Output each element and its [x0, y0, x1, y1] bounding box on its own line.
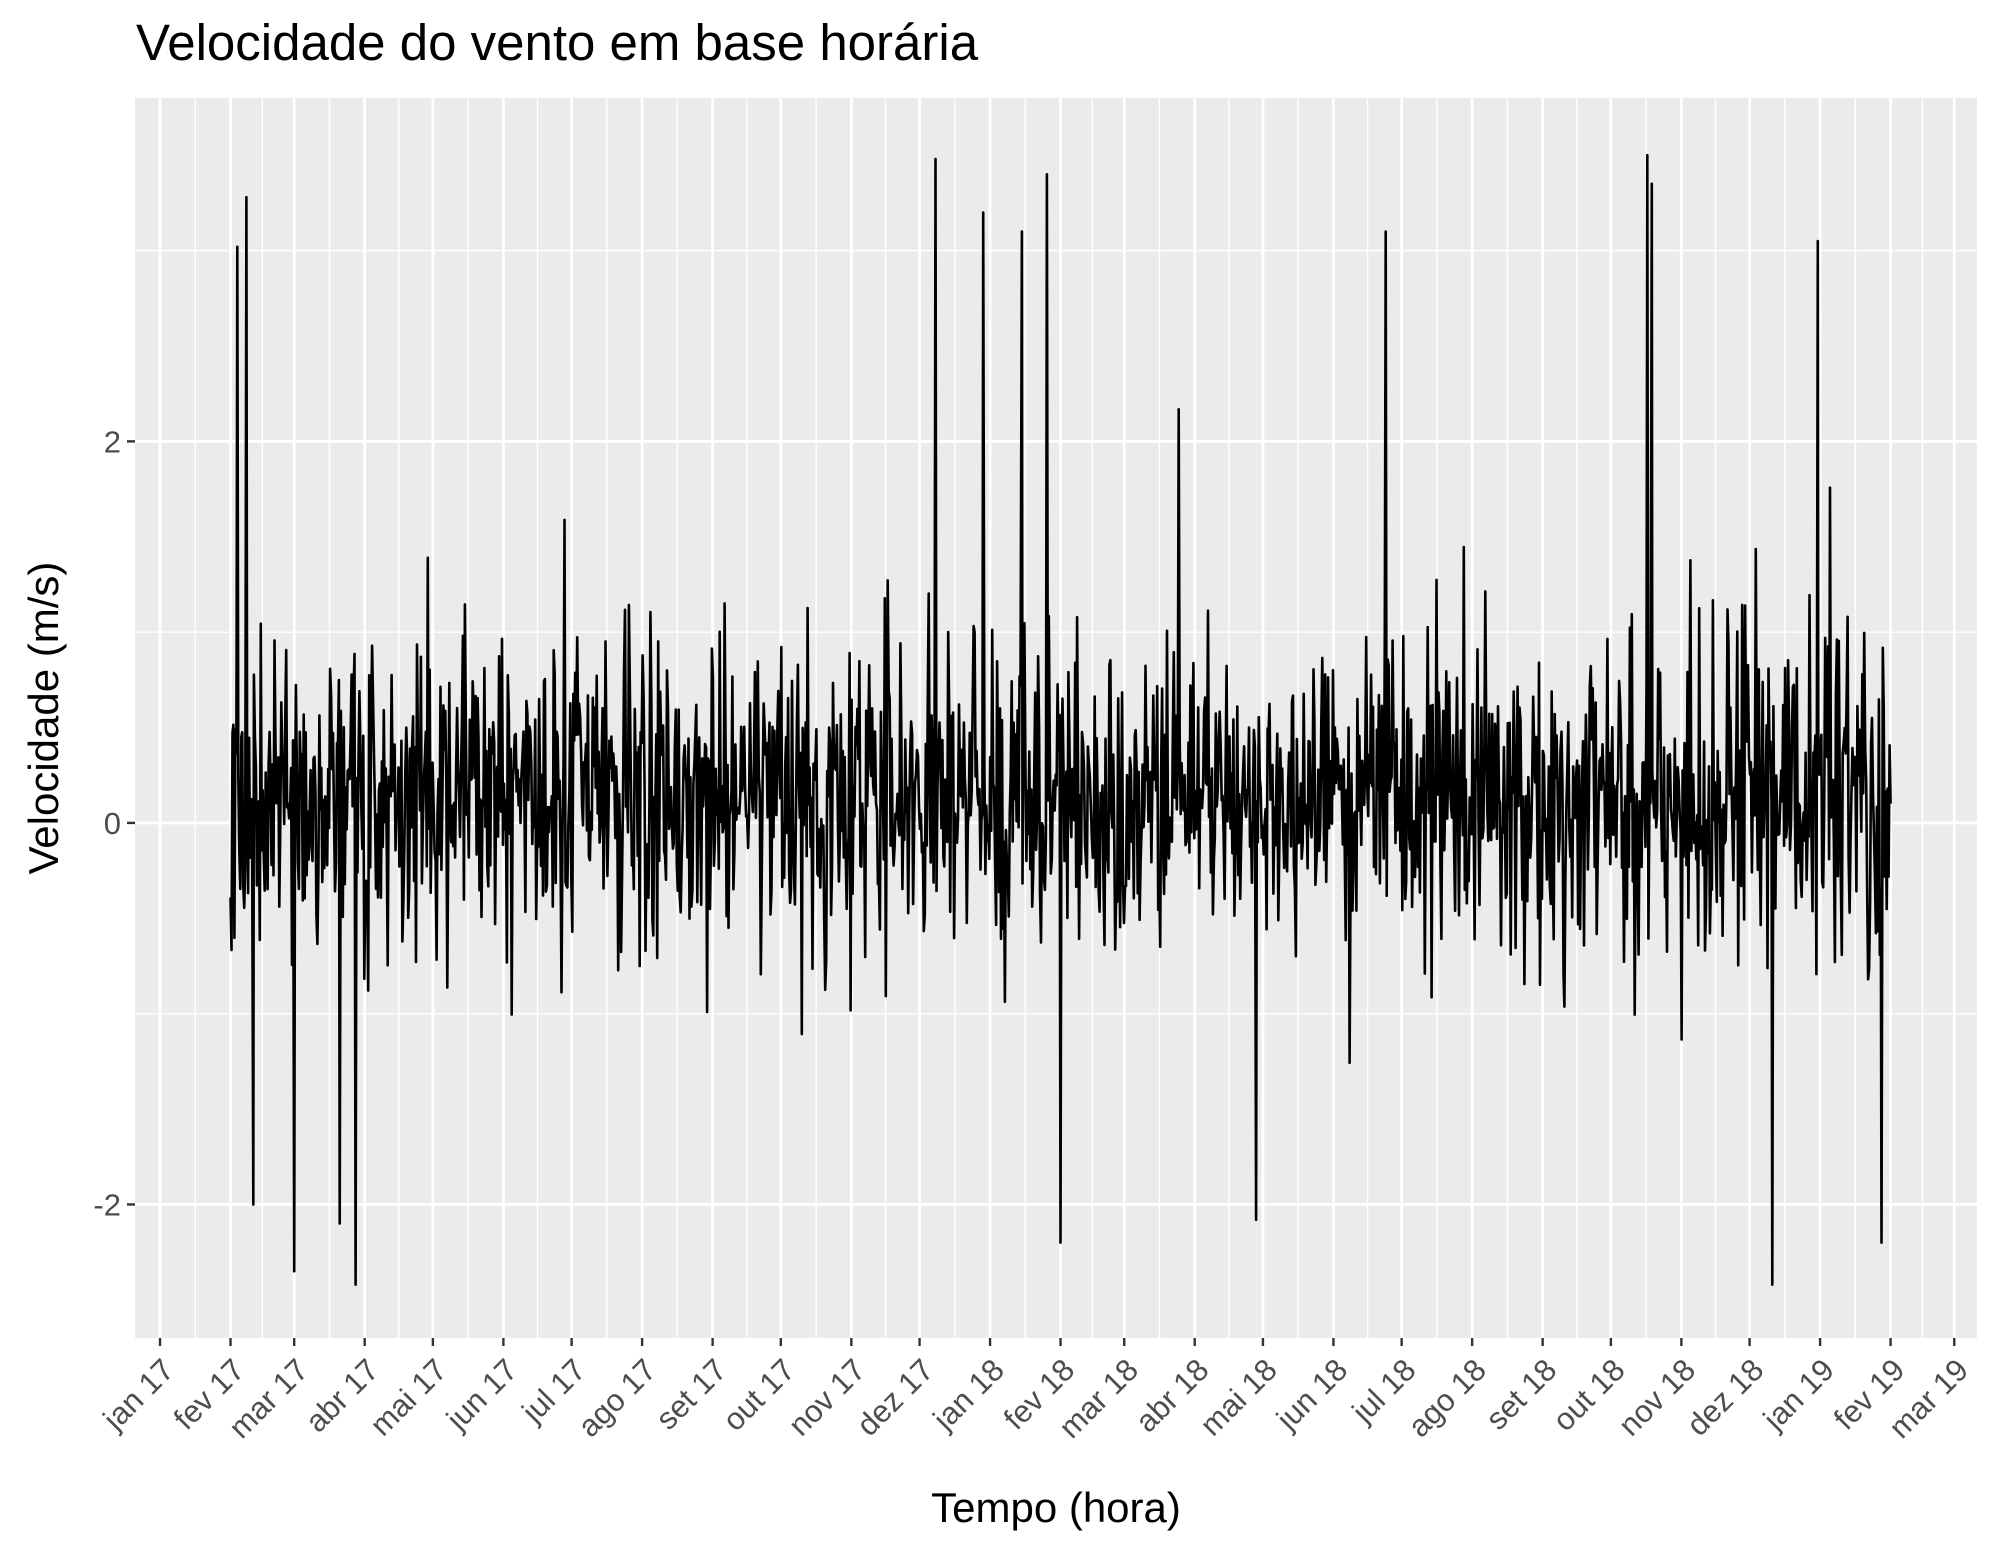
x-tick-label: jun 18	[1269, 1352, 1354, 1437]
data-point-extreme-7	[934, 158, 937, 160]
data-point-extreme-13	[1385, 230, 1387, 233]
x-tick-label: mai 18	[1193, 1352, 1284, 1443]
x-tick-label: jan 18	[926, 1352, 1011, 1437]
data-point-extreme-17	[1817, 240, 1819, 242]
x-tick-label: jan 19	[1756, 1352, 1841, 1437]
x-tick-label: dez 17	[850, 1352, 941, 1443]
x-tick-label: ago 18	[1401, 1352, 1493, 1444]
data-point-extreme-10	[1046, 173, 1048, 175]
data-point-extreme-6	[339, 1222, 341, 1225]
data-point-extreme-14	[1646, 154, 1648, 156]
data-point-extreme-12	[1255, 1219, 1257, 1221]
x-tick-label: jun 17	[439, 1352, 524, 1437]
x-tick-label: nov 17	[782, 1352, 873, 1443]
series-group	[229, 153, 1892, 1286]
data-point-extreme-4	[293, 1270, 295, 1272]
y-axis: -2 0 2	[93, 424, 135, 1222]
x-tick-label: set 18	[1479, 1352, 1563, 1436]
data-point-extreme-11	[1059, 1242, 1062, 1244]
data-point-extreme-9	[1021, 230, 1023, 233]
x-tick-label: nov 18	[1612, 1352, 1703, 1443]
x-tick-label: set 17	[649, 1352, 733, 1436]
data-point-extreme-1	[245, 196, 248, 198]
data-point-extreme-8	[982, 211, 984, 214]
data-point-extreme-3	[252, 1203, 254, 1206]
y-tick-label: 2	[104, 424, 121, 459]
x-tick-label: ago 17	[571, 1352, 663, 1444]
data-point-extreme-5	[354, 1283, 357, 1286]
y-tick-label: 0	[104, 806, 121, 841]
data-point-extreme-2	[236, 246, 238, 248]
data-point-extreme-18	[1880, 1242, 1883, 1244]
chart-title: Velocidade do vento em base horária	[136, 14, 979, 71]
x-tick-label: jan 17	[96, 1352, 181, 1437]
data-point-extreme-15	[1651, 183, 1653, 185]
y-axis-title: Velocidade (m/s)	[20, 562, 67, 875]
x-axis-title: Tempo (hora)	[931, 1484, 1181, 1531]
x-tick-label: mai 17	[363, 1352, 454, 1443]
data-point-extreme-16	[1771, 1283, 1773, 1286]
x-tick-label: dez 18	[1680, 1352, 1771, 1443]
y-tick-label: -2	[93, 1187, 121, 1222]
